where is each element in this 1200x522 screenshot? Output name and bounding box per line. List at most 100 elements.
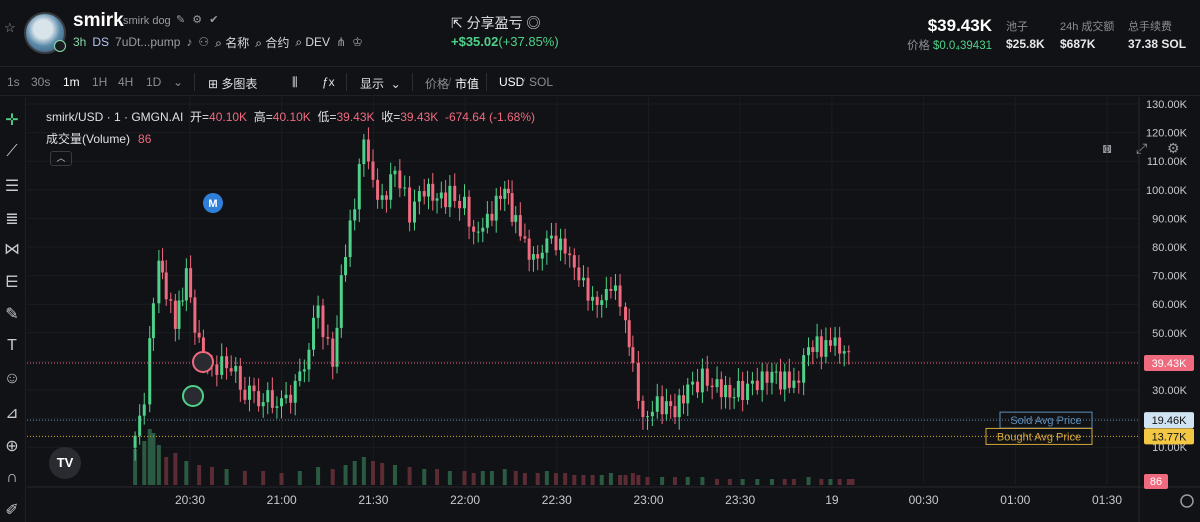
tiktok-icon[interactable]: ♪ bbox=[186, 35, 193, 49]
candle-body bbox=[847, 351, 851, 353]
drawing-toolbar: ✛ ⟋ ☰ ≣ ⋈ ⋿ ✎ T ☺ ⊿ ⊕ ∩ ✐ bbox=[0, 98, 26, 522]
legend-close-label: 收= bbox=[381, 110, 401, 124]
settings-gear-icon[interactable]: ⚙ bbox=[1167, 140, 1180, 156]
horizontal-lines-icon[interactable]: ☰ bbox=[4, 178, 20, 195]
volume-bar bbox=[782, 479, 787, 485]
candle-body bbox=[448, 185, 452, 208]
currency-sol-toggle[interactable]: SOL bbox=[529, 75, 554, 89]
candle-body bbox=[673, 406, 677, 418]
share-pnl-button[interactable]: ⇱ 分享盈亏 ◎ bbox=[451, 15, 541, 31]
volume-bar bbox=[672, 477, 677, 485]
current-price-sol: 价格 $0.0₄39431 bbox=[907, 37, 992, 53]
candle-body bbox=[577, 267, 581, 281]
candle-body bbox=[591, 296, 595, 301]
share-link-icon[interactable]: ⋔ bbox=[336, 35, 347, 49]
volume-bar bbox=[623, 475, 628, 485]
fullscreen-icon[interactable]: ⤢ bbox=[1136, 140, 1148, 156]
candle-type-icon[interactable]: ⫼ bbox=[292, 75, 298, 89]
favorite-star-icon[interactable]: ☆ bbox=[4, 20, 16, 35]
currency-usd-toggle[interactable]: USD bbox=[499, 75, 525, 89]
measure-ruler-icon[interactable]: ⊿ bbox=[5, 405, 19, 422]
zoom-in-icon[interactable]: ⊕ bbox=[5, 438, 19, 455]
volume-bar bbox=[700, 477, 705, 485]
toolbar-divider bbox=[346, 73, 347, 91]
pattern-icon[interactable]: ⋈ bbox=[4, 241, 20, 258]
candle-body bbox=[536, 254, 540, 259]
candle-body bbox=[201, 337, 205, 362]
volume-bar bbox=[685, 477, 690, 485]
candle-body bbox=[252, 385, 256, 392]
token-avatar[interactable] bbox=[24, 12, 66, 54]
candle-body bbox=[485, 213, 489, 228]
interval-4h[interactable]: 4H bbox=[118, 75, 134, 89]
crosshair-icon[interactable]: ✛ bbox=[5, 112, 19, 129]
candle-body bbox=[270, 390, 274, 408]
candle-body bbox=[463, 196, 466, 209]
multi-chart-button[interactable]: ⊞ 多图表 bbox=[208, 77, 258, 91]
y-tick-label: 60.00K bbox=[1152, 299, 1188, 311]
candle-body bbox=[467, 196, 471, 227]
interval-30s[interactable]: 30s bbox=[31, 75, 51, 89]
legend-high: 40.10K bbox=[272, 110, 311, 124]
price-chart[interactable]: 20:30 21:00 21:30 22:00 22:30 23:00 23:30 19 00:… bbox=[27, 97, 1200, 522]
volume-bar bbox=[522, 473, 527, 485]
search-dev-link[interactable]: ⌕ DEV bbox=[295, 34, 331, 49]
indicators-fx-icon[interactable]: ƒx bbox=[322, 75, 335, 89]
token-address[interactable]: 7uDt...pump bbox=[115, 35, 181, 49]
candle-body bbox=[792, 380, 796, 388]
interval-dropdown-chevron-icon[interactable]: ⌄ bbox=[173, 75, 184, 89]
candle-body bbox=[335, 327, 339, 367]
interval-1d[interactable]: 1D bbox=[146, 75, 162, 89]
candle-body bbox=[755, 380, 759, 391]
candle-body bbox=[362, 139, 366, 165]
volume-bar bbox=[173, 453, 178, 485]
y-tick-label: 70.00K bbox=[1152, 271, 1188, 283]
mcap-toggle[interactable]: 市值 bbox=[455, 77, 480, 91]
stat-value-volume: $687K bbox=[1060, 37, 1096, 51]
candle-body bbox=[422, 191, 426, 197]
candle-body bbox=[380, 195, 384, 200]
magnet-icon[interactable]: ∩ bbox=[6, 469, 18, 486]
text-tool-icon[interactable]: T bbox=[7, 337, 17, 354]
emoji-icon[interactable]: ☺ bbox=[3, 370, 21, 387]
search-contract-link[interactable]: ⌕ 合约 bbox=[255, 35, 290, 50]
legend-open: 40.10K bbox=[209, 110, 248, 124]
volume-bar bbox=[828, 479, 833, 485]
candle-body bbox=[181, 300, 185, 302]
fib-tool-icon[interactable]: ⋿ bbox=[5, 274, 19, 291]
ds-badge[interactable]: DS bbox=[92, 35, 110, 49]
candle-body bbox=[348, 220, 352, 258]
volume-bar bbox=[435, 469, 440, 485]
candle-body bbox=[705, 368, 709, 386]
candle-body bbox=[234, 365, 238, 372]
volume-bar bbox=[407, 467, 412, 485]
candle-body bbox=[815, 336, 819, 352]
candle-body bbox=[312, 317, 316, 350]
candle-body bbox=[229, 368, 233, 372]
parallel-channel-icon[interactable]: ≣ bbox=[5, 211, 19, 228]
candle-body bbox=[724, 384, 728, 398]
socials-icon[interactable]: ⚇ bbox=[198, 35, 210, 49]
crown-icon[interactable]: ♔ bbox=[352, 35, 363, 49]
display-dropdown[interactable]: 显示 ⌄ bbox=[360, 77, 401, 91]
tradingview-logo-icon[interactable]: TV bbox=[49, 447, 81, 479]
trendline-icon[interactable]: ⟋ bbox=[6, 143, 18, 160]
last-price-label: 39.43K bbox=[1152, 358, 1188, 370]
search-name-link[interactable]: ⌕ 名称 bbox=[215, 35, 250, 50]
collapse-legend-chevron-icon[interactable]: ︿ bbox=[50, 151, 72, 166]
interval-1m[interactable]: 1m bbox=[63, 75, 80, 89]
candle-body bbox=[510, 193, 514, 222]
price-toggle[interactable]: 价格 bbox=[425, 77, 450, 91]
interval-1h[interactable]: 1H bbox=[92, 75, 108, 89]
candle-body bbox=[266, 390, 270, 403]
lock-drawings-icon[interactable]: ✐ bbox=[5, 502, 19, 519]
candle-body bbox=[177, 300, 181, 329]
volume-bar bbox=[151, 433, 156, 485]
candle-body bbox=[133, 435, 137, 448]
volume-label: 成交量(Volume) bbox=[46, 132, 131, 146]
edit-icons[interactable]: ✎ ⚙ ✔ bbox=[176, 14, 221, 26]
brush-icon[interactable]: ✎ bbox=[5, 306, 19, 323]
candle-body bbox=[669, 401, 673, 407]
candle-body bbox=[298, 371, 302, 381]
interval-1s[interactable]: 1s bbox=[7, 75, 20, 89]
